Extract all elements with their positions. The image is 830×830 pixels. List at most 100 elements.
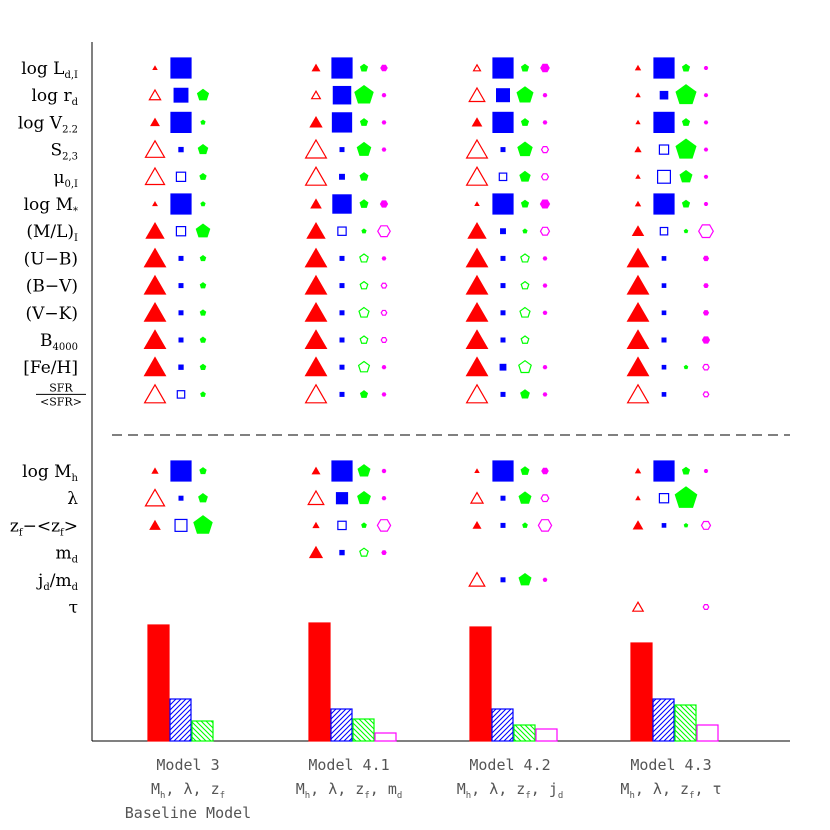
marker-m2-log_V-s0 (471, 117, 483, 127)
marker-m1-SFR-s3 (381, 392, 387, 397)
bar-m0-s2 (191, 720, 214, 742)
marker-m3-ML-s0 (631, 225, 645, 236)
marker-m2-log_Mstar-s1 (492, 193, 514, 215)
marker-m3-log_L-s0 (634, 64, 642, 71)
marker-m2-zf-s1 (500, 522, 506, 528)
marker-m2-log_Mh-s3 (541, 467, 549, 475)
marker-m1-B4000-s2 (359, 335, 369, 344)
marker-m2-S-s3 (540, 146, 550, 154)
row-label-log_Mh: log Mh (22, 462, 78, 484)
marker-m3-tau-s3 (702, 604, 710, 610)
marker-m2-jd-s2 (518, 572, 532, 586)
marker-m0-SFR-s0 (143, 383, 167, 404)
row-label-VK: (V−K) (26, 304, 79, 324)
marker-m1-S-s3 (381, 147, 387, 152)
marker-m1-lambda-s1 (335, 492, 349, 505)
marker-m3-BV-s3 (703, 283, 709, 288)
marker-m3-log_Mstar-s0 (634, 200, 642, 207)
marker-m3-log_Mstar-s1 (653, 193, 675, 215)
row-label-SFR-num: SFR (49, 381, 73, 394)
marker-m0-log_Mh-s2 (199, 467, 207, 475)
marker-m1-md-s2 (359, 547, 369, 557)
marker-m0-B4000-s1 (178, 337, 184, 343)
marker-m1-log_Mstar-s0 (310, 198, 322, 209)
model-labels: Model 3 Mh, λ, zf Baseline Model Model 4.1 M… (125, 756, 722, 822)
marker-m3-VK-s0 (626, 301, 650, 322)
marker-m1-log_V-s3 (381, 120, 387, 125)
marker-m2-log_L-s2 (520, 63, 530, 72)
row-label-UB: (U−B) (24, 249, 78, 269)
model-params-2: Mh, λ, zf, jd (457, 780, 564, 801)
marker-m1-log_V-s0 (309, 116, 323, 128)
bar-m2-s0 (469, 626, 492, 742)
marker-m3-BV-s1 (661, 283, 667, 288)
marker-m1-VK-s2 (358, 306, 370, 318)
marker-m3-log_r-s3 (703, 93, 709, 98)
row-label-mu: μ0,I (53, 168, 78, 190)
marker-m2-log_Mh-s0 (474, 468, 480, 473)
marker-m3-B4000-s0 (626, 329, 650, 349)
marker-m1-lambda-s3 (381, 496, 387, 501)
marker-m3-FeH-s3 (702, 363, 710, 371)
marker-m1-ML-s1 (337, 226, 347, 236)
marker-m2-jd-s0 (468, 571, 486, 587)
marker-m0-lambda-s2 (198, 493, 208, 503)
model-name-1: Model 4.1 (308, 756, 389, 774)
marker-m2-FeH-s3 (542, 365, 548, 370)
marker-m3-S-s2 (675, 138, 697, 159)
row-label-jd: jd/md (36, 571, 79, 593)
marker-m2-VK-s0 (465, 301, 489, 322)
marker-m1-log_L-s3 (380, 64, 388, 72)
marker-m0-FeH-s1 (178, 364, 184, 370)
marker-m3-UB-s1 (661, 256, 667, 261)
marker-m1-zf-s3 (376, 519, 392, 532)
marker-m2-log_V-s2 (520, 118, 530, 126)
marker-m2-FeH-s1 (499, 363, 507, 371)
marker-m1-B4000-s3 (380, 337, 388, 343)
marker-m3-log_Mh-s1 (653, 460, 675, 482)
marker-m3-log_V-s3 (703, 120, 709, 125)
marker-m0-FeH-s2 (199, 363, 207, 370)
marker-m1-zf-s0 (312, 521, 320, 529)
marker-m2-log_V-s1 (492, 111, 514, 134)
marker-m3-mu-s1 (656, 169, 671, 184)
marker-m1-S-s1 (339, 147, 345, 153)
marker-m0-log_L-s1 (170, 57, 192, 79)
marker-m3-ML-s2 (683, 228, 689, 234)
marker-m2-VK-s2 (519, 306, 531, 318)
marker-m2-BV-s0 (465, 274, 489, 295)
row-label-log_Mstar: log M* (24, 195, 78, 217)
marker-m0-log_V-s1 (170, 111, 192, 134)
row-label-log_r: log rd (32, 86, 79, 108)
marker-m0-BV-s2 (199, 282, 207, 289)
marker-m2-log_Mstar-s3 (539, 199, 551, 209)
marker-m2-SFR-s1 (500, 391, 506, 397)
bars (147, 622, 719, 742)
marker-m2-log_Mh-s1 (492, 460, 514, 482)
marker-m1-UB-s1 (339, 255, 345, 261)
marker-m1-md-s1 (339, 549, 345, 556)
marker-m3-log_r-s1 (659, 90, 669, 100)
marker-m3-SFR-s1 (661, 392, 667, 397)
marker-m0-mu-s1 (175, 171, 187, 182)
marker-m1-B4000-s1 (339, 337, 345, 343)
marker-m2-S-s2 (517, 141, 533, 157)
marker-m0-S-s0 (144, 139, 166, 158)
marker-m0-mu-s0 (144, 166, 166, 186)
marker-m2-log_r-s3 (542, 93, 548, 98)
marker-m0-SFR-s2 (200, 391, 206, 397)
marker-m2-zf-s2 (522, 522, 528, 528)
marker-m1-S-s0 (304, 138, 328, 159)
marker-m3-zf-s2 (683, 522, 689, 528)
marker-m1-mu-s1 (339, 173, 345, 180)
marker-m0-B4000-s2 (199, 336, 207, 343)
marker-m1-SFR-s1 (339, 391, 345, 397)
marker-m2-SFR-s2 (520, 389, 530, 399)
marker-m3-FeH-s1 (661, 364, 667, 370)
marker-m1-UB-s3 (381, 256, 387, 261)
marker-m3-log_Mstar-s3 (703, 202, 709, 206)
marker-m0-log_r-s2 (196, 88, 210, 101)
marker-m0-VK-s2 (199, 309, 207, 316)
marker-m1-FeH-s1 (339, 364, 345, 370)
